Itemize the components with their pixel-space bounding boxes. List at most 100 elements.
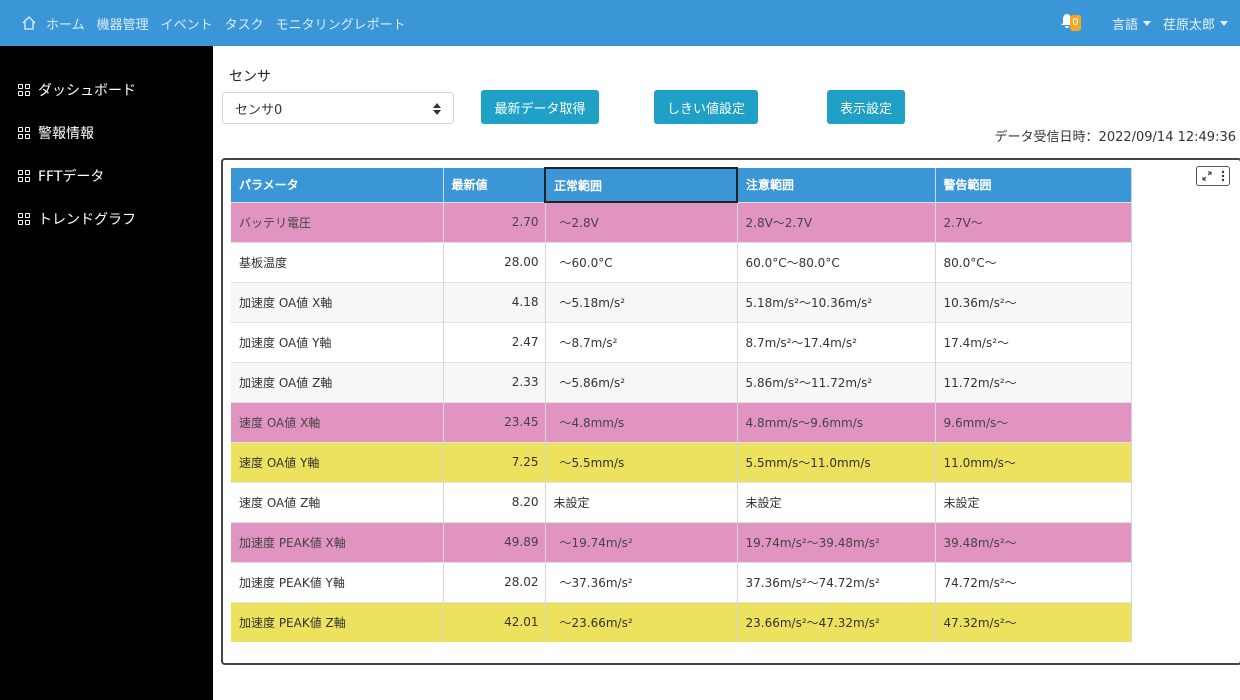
language-menu[interactable]: 言語 bbox=[1112, 14, 1151, 33]
more-options-icon[interactable] bbox=[1221, 170, 1225, 182]
table-row: 速度 OA値 X軸 23.45 ～4.8mm/s 4.8mm/s～9.6mm/s 9.6… bbox=[231, 401, 1132, 442]
sidebar-item-label: ダッシュボード bbox=[38, 82, 136, 99]
cell-normal-range: ～23.66m/s² bbox=[545, 601, 738, 642]
cell-latest-value: 2.47 bbox=[443, 321, 546, 362]
sensor-select[interactable]: センサ0 bbox=[222, 92, 454, 124]
column-header-warning-range[interactable]: 警告範囲 bbox=[935, 168, 1132, 202]
cell-latest-value: 8.20 bbox=[443, 481, 546, 522]
table-row: 加速度 PEAK値 X軸 49.89 ～19.74m/s² 19.74m/s²～39.… bbox=[231, 521, 1132, 562]
sidebar-item-alarm-info[interactable]: 警報情報 bbox=[0, 111, 213, 154]
cell-normal-range: ～5.18m/s² bbox=[545, 281, 738, 322]
cell-latest-value: 2.33 bbox=[443, 361, 546, 402]
nav-item-task[interactable]: タスク bbox=[224, 17, 264, 33]
cell-latest-value: 2.70 bbox=[443, 201, 546, 242]
cell-caution-range: 5.86m/s²～11.72m/s² bbox=[737, 361, 936, 402]
sidebar-item-dashboard[interactable]: ダッシュボード bbox=[0, 68, 213, 111]
cell-parameter: 加速度 PEAK値 Z軸 bbox=[231, 601, 444, 642]
cell-warning-range: 47.32m/s²～ bbox=[935, 601, 1132, 642]
cell-normal-range: ～8.7m/s² bbox=[545, 321, 738, 362]
cell-caution-range: 2.8V～2.7V bbox=[737, 201, 936, 242]
cell-caution-range: 5.18m/s²～10.36m/s² bbox=[737, 281, 936, 322]
cell-parameter: 速度 OA値 X軸 bbox=[231, 401, 444, 442]
panel-tools bbox=[1196, 166, 1230, 186]
nav-item-device-management[interactable]: 機器管理 bbox=[96, 17, 149, 33]
cell-normal-range: ～5.86m/s² bbox=[545, 361, 738, 402]
cell-caution-range: 5.5mm/s～11.0mm/s bbox=[737, 441, 936, 482]
cell-caution-range: 未設定 bbox=[737, 481, 936, 522]
column-header-parameter[interactable]: パラメータ bbox=[231, 168, 444, 202]
cell-caution-range: 37.36m/s²～74.72m/s² bbox=[737, 561, 936, 602]
home-icon[interactable] bbox=[20, 14, 38, 32]
chevron-down-icon bbox=[1142, 20, 1151, 26]
cell-normal-range: ～5.5mm/s bbox=[545, 441, 738, 482]
table-row: バッテリ電圧 2.70 ～2.8V 2.8V～2.7V 2.7V～ bbox=[231, 201, 1132, 242]
cell-latest-value: 42.01 bbox=[443, 601, 546, 642]
table-row: 加速度 PEAK値 Y軸 28.02 ～37.36m/s² 37.36m/s²～74.… bbox=[231, 561, 1132, 602]
table-row: 速度 OA値 Z軸 8.20 未設定 未設定 未設定 bbox=[231, 481, 1132, 522]
cell-parameter: 加速度 OA値 X軸 bbox=[231, 281, 444, 322]
notification-bell-icon[interactable]: 0 bbox=[1060, 13, 1081, 33]
cell-warning-range: 17.4m/s²～ bbox=[935, 321, 1132, 362]
column-header-caution-range[interactable]: 注意範囲 bbox=[737, 168, 936, 202]
parameter-table: パラメータ 最新値 正常範囲 注意範囲 警告範囲 バッテリ電圧 2.70 ～2.8V… bbox=[231, 167, 1132, 642]
cell-warning-range: 74.72m/s²～ bbox=[935, 561, 1132, 602]
data-received-timestamp: データ受信日時：2022/09/14 12:49:36 bbox=[994, 130, 1236, 145]
select-arrows-icon bbox=[433, 103, 441, 115]
grid-icon bbox=[18, 126, 30, 139]
cell-caution-range: 60.0°C～80.0°C bbox=[737, 241, 936, 282]
sidebar: ダッシュボード 警報情報 FFTデータ トレンドグラフ bbox=[0, 46, 213, 700]
cell-parameter: 基板温度 bbox=[231, 241, 444, 282]
sidebar-item-trend-graph[interactable]: トレンドグラフ bbox=[0, 197, 213, 240]
cell-latest-value: 49.89 bbox=[443, 521, 546, 562]
column-header-latest-value[interactable]: 最新値 bbox=[443, 168, 546, 202]
cell-warning-range: 2.7V～ bbox=[935, 201, 1132, 242]
cell-parameter: 加速度 PEAK値 X軸 bbox=[231, 521, 444, 562]
user-name: 荏原太郎 bbox=[1162, 17, 1215, 33]
grid-icon bbox=[18, 83, 30, 96]
parameter-table-panel: パラメータ 最新値 正常範囲 注意範囲 警告範囲 バッテリ電圧 2.70 ～2.8V… bbox=[221, 158, 1240, 665]
cell-latest-value: 7.25 bbox=[443, 441, 546, 482]
nav-item-event[interactable]: イベント bbox=[160, 17, 213, 33]
fetch-latest-data-button[interactable]: 最新データ取得 bbox=[481, 90, 599, 124]
cell-latest-value: 28.00 bbox=[443, 241, 546, 282]
cell-warning-range: 39.48m/s²～ bbox=[935, 521, 1132, 562]
cell-normal-range: 未設定 bbox=[545, 481, 738, 522]
sidebar-item-fft-data[interactable]: FFTデータ bbox=[0, 154, 213, 197]
cell-latest-value: 23.45 bbox=[443, 401, 546, 442]
table-row: 加速度 OA値 X軸 4.18 ～5.18m/s² 5.18m/s²～10.36m/s… bbox=[231, 281, 1132, 322]
table-row: 加速度 OA値 Z軸 2.33 ～5.86m/s² 5.86m/s²～11.72m/s… bbox=[231, 361, 1132, 402]
expand-icon[interactable] bbox=[1201, 171, 1212, 181]
nav-item-home[interactable]: ホーム bbox=[46, 17, 85, 33]
table-row: 基板温度 28.00 ～60.0°C 60.0°C～80.0°C 80.0°C～ bbox=[231, 241, 1132, 282]
cell-parameter: 速度 OA値 Y軸 bbox=[231, 441, 444, 482]
main-content: センサ センサ0 最新データ取得 しきい値設定 表示設定 データ受信日時：202… bbox=[213, 46, 1240, 700]
user-menu[interactable]: 荏原太郎 bbox=[1163, 14, 1228, 33]
sensor-label: センサ bbox=[229, 69, 271, 85]
cell-parameter: 速度 OA値 Z軸 bbox=[231, 481, 444, 522]
cell-caution-range: 8.7m/s²～17.4m/s² bbox=[737, 321, 936, 362]
display-settings-button[interactable]: 表示設定 bbox=[827, 90, 905, 124]
notification-badge: 0 bbox=[1069, 15, 1081, 31]
cell-normal-range: ～4.8mm/s bbox=[545, 401, 738, 442]
sidebar-item-label: 警報情報 bbox=[38, 125, 94, 142]
grid-icon bbox=[18, 169, 30, 182]
cell-parameter: 加速度 OA値 Z軸 bbox=[231, 361, 444, 402]
threshold-settings-button[interactable]: しきい値設定 bbox=[654, 90, 758, 124]
cell-parameter: 加速度 OA値 Y軸 bbox=[231, 321, 444, 362]
table-header-row: パラメータ 最新値 正常範囲 注意範囲 警告範囲 bbox=[231, 167, 1132, 203]
cell-warning-range: 10.36m/s²～ bbox=[935, 281, 1132, 322]
cell-caution-range: 19.74m/s²～39.48m/s² bbox=[737, 521, 936, 562]
column-header-normal-range[interactable]: 正常範囲 bbox=[544, 167, 738, 203]
top-navbar: ホーム 機器管理 イベント タスク モニタリングレポート 0 言語 荏原太郎 bbox=[0, 0, 1240, 46]
cell-warning-range: 80.0°C～ bbox=[935, 241, 1132, 282]
cell-warning-range: 未設定 bbox=[935, 481, 1132, 522]
cell-normal-range: ～19.74m/s² bbox=[545, 521, 738, 562]
sidebar-item-label: FFTデータ bbox=[38, 168, 105, 185]
table-row: 加速度 PEAK値 Z軸 42.01 ～23.66m/s² 23.66m/s²～47.… bbox=[231, 601, 1132, 642]
cell-latest-value: 28.02 bbox=[443, 561, 546, 602]
cell-caution-range: 23.66m/s²～47.32m/s² bbox=[737, 601, 936, 642]
cell-normal-range: ～2.8V bbox=[545, 201, 738, 242]
nav-item-monitoring-report[interactable]: モニタリングレポート bbox=[275, 17, 406, 33]
cell-latest-value: 4.18 bbox=[443, 281, 546, 322]
cell-warning-range: 11.0mm/s～ bbox=[935, 441, 1132, 482]
